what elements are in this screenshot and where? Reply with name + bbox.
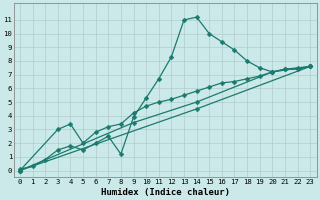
X-axis label: Humidex (Indice chaleur): Humidex (Indice chaleur) bbox=[100, 188, 229, 197]
